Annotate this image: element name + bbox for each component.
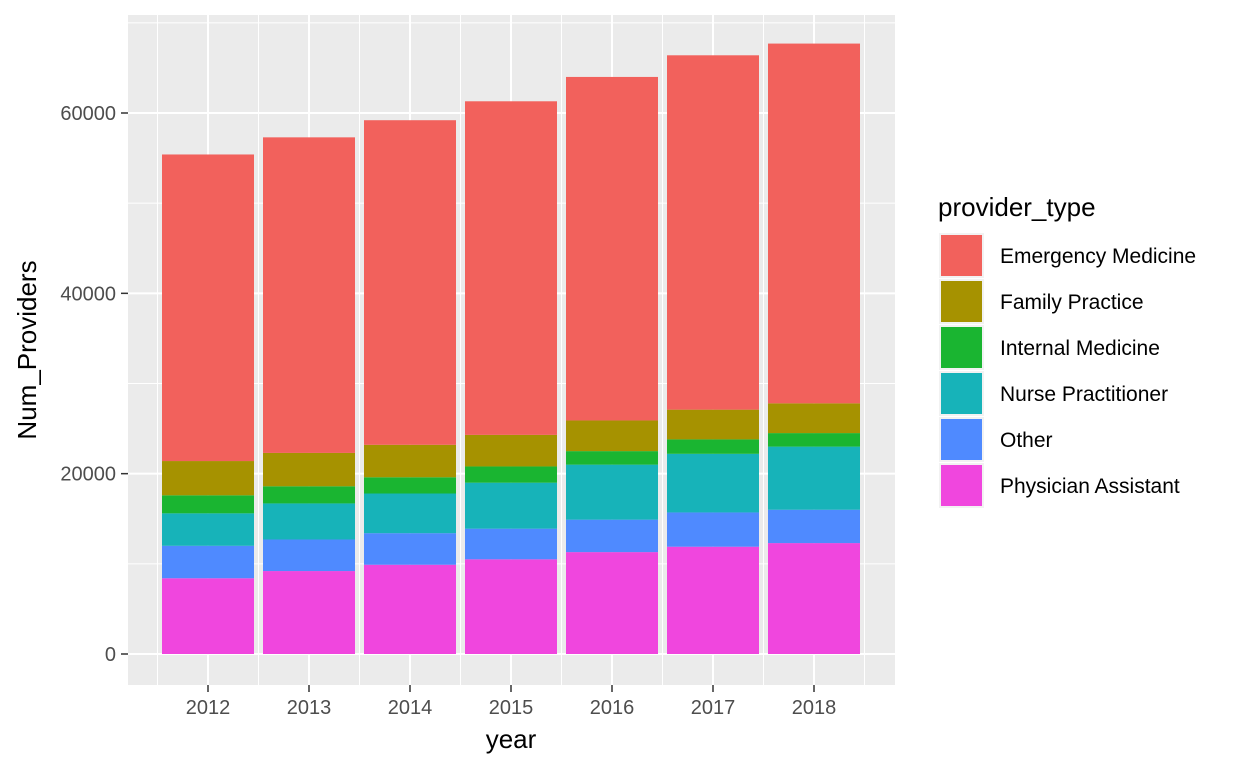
legend-label: Emergency Medicine: [1000, 245, 1196, 268]
bar-segment-family-practice-2017: [667, 409, 759, 440]
bar-segment-internal-medicine-2018: [768, 433, 860, 447]
x-tick-label: 2018: [792, 697, 837, 719]
y-axis: 0 20000 40000 60000: [60, 103, 128, 666]
bar-segment-emergency-medicine-2012: [162, 154, 254, 462]
bar-segment-internal-medicine-2014: [364, 477, 456, 494]
bar-segment-internal-medicine-2015: [465, 466, 557, 483]
bar-segment-emergency-medicine-2014: [364, 120, 456, 445]
x-tick-label: 2014: [388, 697, 433, 719]
x-axis-title: year: [486, 724, 537, 754]
bar-segment-physician-assistant-2016: [566, 552, 658, 654]
legend-label: Family Practice: [1000, 291, 1144, 314]
bar-segment-other-2017: [667, 512, 759, 547]
legend-swatch: [941, 327, 982, 368]
bar-segment-other-2016: [566, 519, 658, 553]
bar-segment-physician-assistant-2014: [364, 564, 456, 654]
bar-segment-emergency-medicine-2015: [465, 101, 557, 435]
bar-segment-family-practice-2013: [263, 452, 355, 487]
y-tick-label: 0: [105, 644, 116, 666]
x-tick-label: 2015: [489, 697, 534, 719]
x-tick-label: 2017: [691, 697, 736, 719]
bar-segment-other-2014: [364, 533, 456, 565]
bar-segment-family-practice-2018: [768, 403, 860, 434]
bar-segment-other-2012: [162, 545, 254, 579]
bar-segment-other-2013: [263, 539, 355, 572]
bar-segment-nurse-practitioner-2013: [263, 503, 355, 540]
legend-swatch: [941, 465, 982, 506]
x-tick-label: 2016: [590, 697, 635, 719]
bar-segment-nurse-practitioner-2016: [566, 464, 658, 520]
bar-segment-family-practice-2014: [364, 444, 456, 478]
bar-segment-internal-medicine-2012: [162, 495, 254, 514]
legend-swatch: [941, 419, 982, 460]
y-tick-label: 60000: [60, 103, 116, 125]
bar-segment-nurse-practitioner-2018: [768, 446, 860, 510]
legend-swatch: [941, 373, 982, 414]
bar-segment-internal-medicine-2017: [667, 439, 759, 454]
bar-segment-physician-assistant-2015: [465, 559, 557, 654]
bar-segment-physician-assistant-2012: [162, 578, 254, 654]
bar-segment-nurse-practitioner-2014: [364, 493, 456, 534]
bar-segment-internal-medicine-2013: [263, 486, 355, 504]
y-tick-label: 40000: [60, 283, 116, 305]
bar-segment-emergency-medicine-2017: [667, 55, 759, 410]
legend-label: Physician Assistant: [1000, 475, 1180, 498]
bar-segment-other-2015: [465, 528, 557, 560]
bar-segment-nurse-practitioner-2012: [162, 513, 254, 546]
bar-segment-family-practice-2012: [162, 461, 254, 496]
bar-segment-internal-medicine-2016: [566, 451, 658, 465]
x-tick-label: 2013: [287, 697, 332, 719]
bars: [162, 43, 860, 654]
bar-segment-other-2018: [768, 509, 860, 544]
legend-label: Other: [1000, 429, 1053, 452]
bar-segment-emergency-medicine-2013: [263, 137, 355, 453]
bar-segment-nurse-practitioner-2017: [667, 453, 759, 513]
bar-segment-physician-assistant-2017: [667, 546, 759, 654]
y-axis-title: Num_Providers: [12, 260, 42, 439]
bar-segment-physician-assistant-2018: [768, 543, 860, 654]
legend-swatch: [941, 281, 982, 322]
bar-segment-emergency-medicine-2018: [768, 43, 860, 404]
legend-label: Nurse Practitioner: [1000, 383, 1168, 406]
legend: provider_type Emergency Medicine Family P…: [938, 192, 1196, 508]
legend-title: provider_type: [938, 192, 1096, 222]
bar-segment-physician-assistant-2013: [263, 571, 355, 654]
bar-segment-family-practice-2016: [566, 420, 658, 452]
x-tick-label: 2012: [186, 697, 231, 719]
bar-segment-family-practice-2015: [465, 434, 557, 467]
x-axis: 2012 2013 2014 2015 2016 2017 2018: [186, 685, 837, 719]
y-tick-label: 20000: [60, 464, 116, 486]
bar-segment-nurse-practitioner-2015: [465, 482, 557, 529]
legend-label: Internal Medicine: [1000, 337, 1160, 360]
bar-segment-emergency-medicine-2016: [566, 76, 658, 421]
legend-swatch: [941, 235, 982, 276]
